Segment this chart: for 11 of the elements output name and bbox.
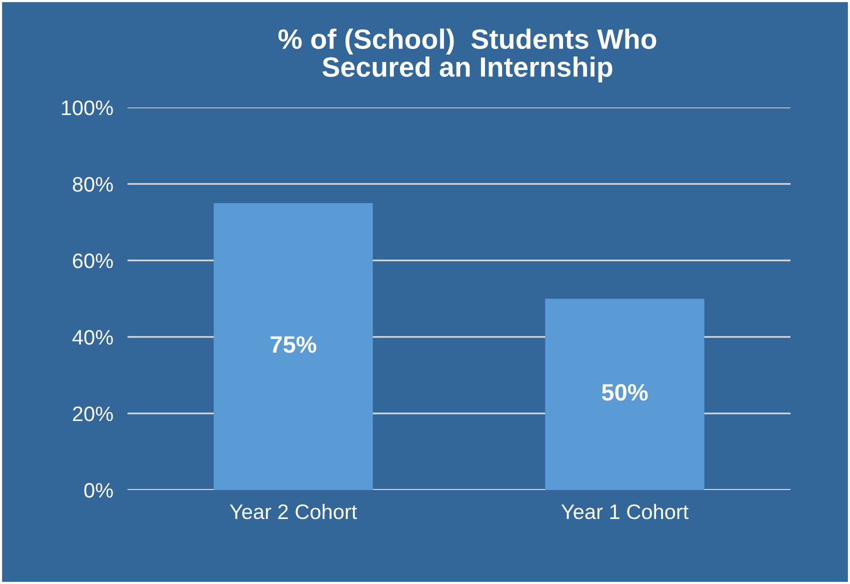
y-tick-label: 20% xyxy=(72,406,113,422)
chart-title: % of (School) Students Who Secured an Internship xyxy=(278,28,656,82)
y-tick-label: 60% xyxy=(72,253,113,268)
y-tick-label: 100% xyxy=(62,100,113,116)
data-label: 50% xyxy=(602,384,648,401)
y-tick-label: 40% xyxy=(72,330,113,345)
y-tick-label: 80% xyxy=(72,176,113,192)
y-tick-label: 0% xyxy=(84,482,113,498)
x-tick-label: Year 1 Cohort xyxy=(561,504,688,520)
data-label: 75% xyxy=(270,336,316,353)
x-tick-label: Year 2 Cohort xyxy=(230,504,357,520)
